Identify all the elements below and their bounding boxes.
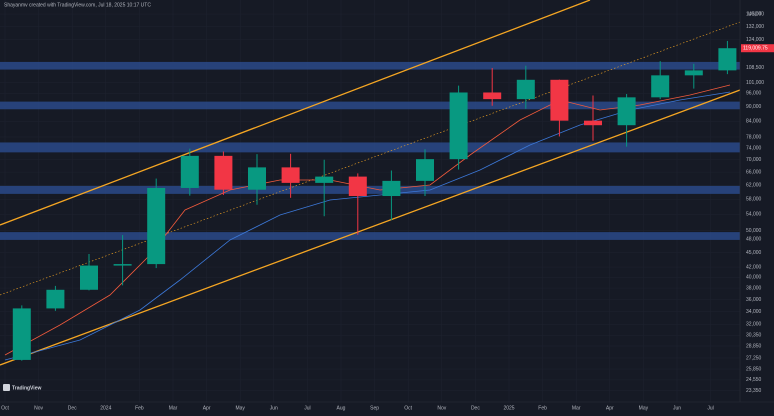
candle-body	[416, 159, 434, 181]
x-tick-label: Mar	[169, 405, 178, 411]
ma-slow	[4, 91, 731, 361]
y-tick-label: 140,000	[746, 11, 764, 17]
candle-body	[651, 75, 670, 98]
zones	[0, 61, 740, 240]
candle-body	[449, 92, 468, 160]
channel-upper	[0, 0, 591, 226]
y-tick-label: 66,000	[746, 169, 762, 175]
candle-body	[281, 167, 300, 183]
x-tick-label: May	[639, 405, 649, 411]
logo: TradingView	[12, 385, 41, 391]
y-tick-label: 30,350	[746, 333, 762, 339]
candle-body	[315, 176, 334, 183]
x-tick-label: Dec	[471, 405, 480, 411]
candle-body	[248, 167, 266, 190]
candle-body	[147, 187, 166, 265]
y-tick-label: 101,000	[746, 80, 764, 86]
x-tick-label: Feb	[538, 405, 547, 411]
x-tick-label: Apr	[606, 405, 614, 411]
candle-body	[584, 120, 602, 126]
candle-body	[718, 48, 737, 71]
channel-lower	[0, 89, 741, 366]
y-tick-label: 32,000	[746, 322, 762, 328]
candle-body	[12, 308, 31, 360]
x-tick-label: Jun	[270, 405, 278, 411]
candle-body	[113, 264, 132, 266]
x-tick-label: Apr	[203, 405, 211, 411]
grid	[0, 0, 740, 402]
x-tick-label: Jun	[673, 405, 681, 411]
x-tick-label: Jul	[707, 405, 713, 411]
support-zone	[0, 101, 740, 110]
support-zone	[0, 185, 740, 194]
y-tick-label: 42,000	[746, 264, 762, 270]
y-tick-label: 40,000	[746, 275, 762, 281]
y-tick-label: 84,000	[746, 119, 762, 125]
y-tick-label: 90,000	[746, 104, 762, 110]
x-tick-label: Oct	[404, 405, 412, 411]
y-tick-label: 36,000	[746, 297, 762, 303]
x-tick-label: Dec	[68, 405, 77, 411]
candle-body	[382, 180, 401, 197]
y-tick-label: 54,000	[746, 212, 762, 218]
x-tick-label: Aug	[337, 405, 346, 411]
y-tick-label: 58,000	[746, 197, 762, 203]
x-tick-label: Jul	[304, 405, 310, 411]
x-tick-label: Nov	[34, 405, 43, 411]
y-tick-label: 24,550	[746, 377, 762, 383]
candle-body	[617, 97, 636, 126]
chart-title: Shayanmv created with TradingView.com, J…	[4, 2, 151, 8]
support-zone	[0, 232, 740, 240]
y-tick-label: 74,000	[746, 145, 762, 151]
axes: 23,350 24,550 25,850 27,250 28,850 30,350 32,0…	[1, 11, 774, 411]
x-tick-label: Oct	[1, 405, 9, 411]
y-tick-label: 124,000	[746, 37, 764, 43]
candle-body	[483, 92, 502, 100]
candle-body	[516, 79, 535, 100]
candle-body	[348, 176, 367, 197]
y-tick-label: 96,000	[746, 91, 762, 97]
support-zone	[0, 142, 740, 153]
x-tick-label: 2024	[100, 405, 111, 411]
x-tick-label: Mar	[572, 405, 581, 411]
candle-body	[550, 79, 569, 121]
y-tick-label: 45,000	[746, 250, 762, 256]
y-tick-label: 38,000	[746, 285, 762, 291]
y-tick-label: 27,250	[746, 355, 762, 361]
y-tick-label: 108,500	[746, 65, 764, 71]
ma-fast	[4, 84, 731, 356]
candle-body	[684, 70, 703, 76]
currency: USDT	[748, 11, 762, 17]
y-tick-label: 132,000	[746, 24, 764, 30]
last-price-box	[741, 44, 774, 53]
y-tick-label: 23,350	[746, 388, 762, 394]
candle-body	[214, 155, 233, 190]
y-tick-label: 62,000	[746, 183, 762, 189]
y-tick-label: 48,000	[746, 236, 762, 242]
x-tick-label: Sep	[370, 405, 379, 411]
last-price-label: 119,009.75	[743, 46, 768, 52]
candle-body	[46, 289, 65, 309]
y-tick-label: 34,000	[746, 309, 762, 315]
x-tick-label: 2025	[503, 405, 514, 411]
y-tick-label: 28,850	[746, 343, 762, 349]
y-tick-label: 25,850	[746, 366, 762, 372]
y-tick-label: 50,000	[746, 228, 762, 234]
candle-body	[180, 155, 199, 188]
support-zone	[0, 61, 740, 70]
x-tick-label: Nov	[437, 405, 446, 411]
price-axis	[740, 0, 774, 416]
logo-icon	[3, 384, 10, 391]
y-tick-label: 78,000	[746, 134, 762, 140]
candles	[12, 40, 737, 361]
y-tick-label: 70,000	[746, 157, 762, 163]
x-tick-label: May	[235, 405, 245, 411]
x-tick-label: Feb	[135, 405, 144, 411]
candle-body	[80, 265, 98, 290]
